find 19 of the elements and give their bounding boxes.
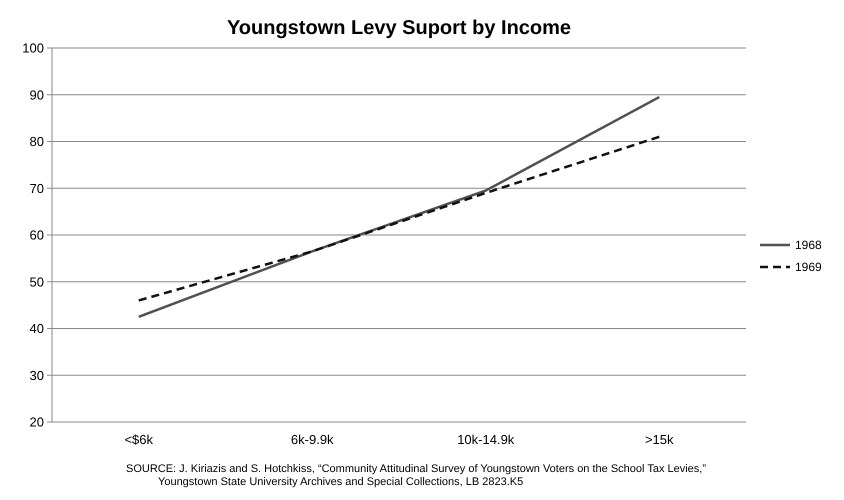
x-tick-label: >15k — [644, 432, 674, 447]
y-tick-label: 80 — [30, 134, 44, 150]
y-tick-label: 20 — [30, 414, 44, 430]
chart-title: Youngstown Levy Suport by Income — [226, 17, 572, 39]
y-tick-label: 100 — [22, 40, 44, 56]
legend-label: 1969 — [795, 260, 822, 274]
y-tick-label: 90 — [30, 87, 44, 102]
y-tick-label: 60 — [30, 228, 44, 243]
x-tick-label: 10k-14.9k — [457, 432, 515, 447]
y-tick-label: 30 — [30, 368, 44, 383]
text: Youngstown State University Archives and Special Collections, LB 2823.K5 — [158, 476, 524, 488]
line-series — [138, 136, 660, 302]
source-note: SOURCE: J. Kiriazis and S. Hotchkiss, “Community Attitudinal Survey of Youngstown Voters on the School Tax Levies,” — [126, 463, 706, 475]
x-tick-label: 6k-9.9k — [290, 432, 334, 447]
x-tick-label: <$6k — [124, 432, 154, 447]
y-tick-label: 70 — [30, 180, 44, 196]
y-tick-label: 50 — [30, 274, 44, 290]
legend-label: 1968 — [795, 238, 822, 252]
y-tick-label: 40 — [30, 321, 44, 336]
